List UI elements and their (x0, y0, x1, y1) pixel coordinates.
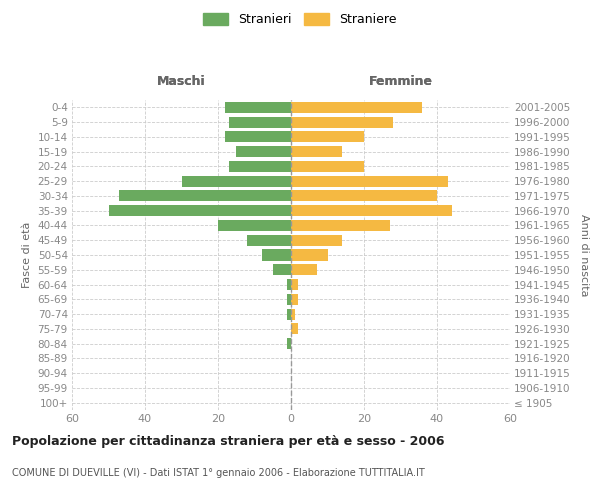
Bar (291, 308, 295, 320)
Bar (287, 308, 291, 320)
Bar (287, 279, 291, 290)
Bar (287, 338, 291, 349)
Bar (236, 146, 291, 157)
Bar (291, 161, 364, 172)
Bar (226, 132, 291, 142)
Bar (291, 250, 328, 260)
Text: COMUNE DI DUEVILLE (VI) - Dati ISTAT 1° gennaio 2006 - Elaborazione TUTTITALIA.I: COMUNE DI DUEVILLE (VI) - Dati ISTAT 1° … (12, 468, 425, 477)
Bar (291, 205, 452, 216)
Bar (291, 146, 342, 157)
Bar (262, 250, 291, 260)
Bar (226, 102, 291, 113)
Bar (291, 220, 389, 231)
Bar (291, 279, 298, 290)
Bar (291, 116, 393, 128)
Bar (291, 264, 317, 276)
Bar (291, 324, 298, 334)
Bar (291, 176, 448, 186)
Bar (291, 234, 342, 246)
Bar (119, 190, 291, 202)
Bar (273, 264, 291, 276)
Bar (247, 234, 291, 246)
Bar (291, 102, 422, 113)
Bar (229, 116, 291, 128)
Bar (109, 205, 291, 216)
Bar (182, 176, 291, 186)
Legend: Stranieri, Straniere: Stranieri, Straniere (199, 8, 401, 30)
Bar (218, 220, 291, 231)
Bar (291, 190, 437, 202)
Text: Femmine: Femmine (368, 74, 433, 88)
Text: Maschi: Maschi (157, 74, 206, 88)
Y-axis label: Anni di nascita: Anni di nascita (579, 214, 589, 296)
Text: Femmine: Femmine (368, 74, 433, 88)
Bar (291, 132, 364, 142)
Text: Maschi: Maschi (157, 74, 206, 88)
Bar (291, 294, 298, 305)
Bar (229, 161, 291, 172)
Bar (287, 294, 291, 305)
Y-axis label: Fasce di età: Fasce di età (22, 222, 32, 288)
Text: Popolazione per cittadinanza straniera per età e sesso - 2006: Popolazione per cittadinanza straniera p… (12, 435, 445, 448)
